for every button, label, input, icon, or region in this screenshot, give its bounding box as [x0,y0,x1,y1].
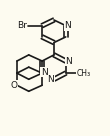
Text: N: N [64,21,71,30]
Text: N: N [47,75,54,84]
Text: CH₃: CH₃ [76,69,91,78]
Text: N: N [41,68,48,77]
Text: Br: Br [17,21,27,30]
Text: O: O [10,81,17,90]
Text: N: N [66,57,72,66]
